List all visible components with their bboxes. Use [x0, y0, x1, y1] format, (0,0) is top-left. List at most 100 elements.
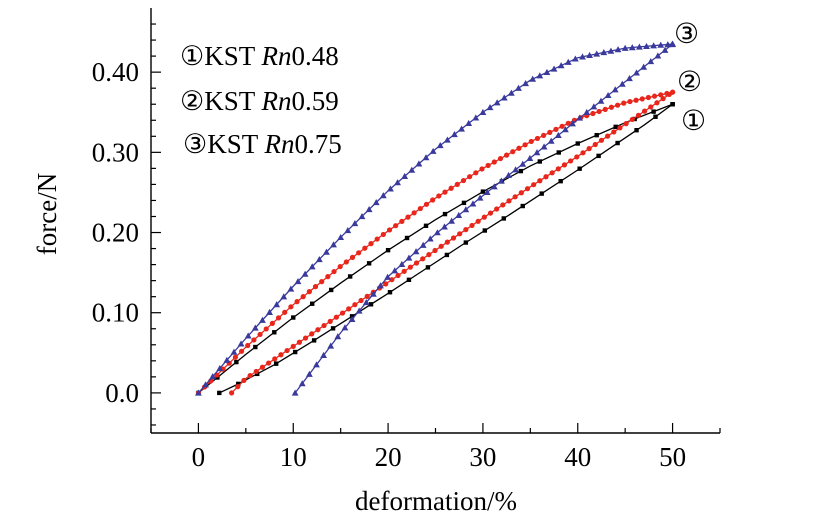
series-1-loading-point [594, 132, 599, 138]
series-2-unloading-point [426, 252, 432, 258]
series-2-loading-point [275, 315, 282, 321]
series-3-loading-point [593, 50, 601, 57]
series-3-loading-point [216, 364, 224, 372]
series-2-loading-point [417, 205, 423, 212]
series-3-unloading-point [505, 171, 512, 179]
series-2-loading-point [534, 135, 541, 142]
series-2-unloading-point [475, 218, 481, 224]
series-2-loading-point [541, 132, 547, 139]
series-2-unloading-point [500, 202, 506, 208]
series-1-unloading-point [539, 191, 544, 196]
series-3-loading-point [315, 255, 323, 263]
series-3-loading-point [657, 41, 665, 48]
series-2-unloading-point [469, 222, 475, 229]
series-3-loading-point [244, 332, 252, 339]
series-1-unloading-point [463, 240, 469, 245]
series-3-unloading-point [469, 200, 477, 207]
curve-marker-2: ② [677, 65, 702, 98]
series-2-unloading-point [315, 327, 321, 333]
series-2-loading-point [306, 289, 312, 295]
series-2-unloading-point [574, 154, 580, 160]
series-2-unloading-point [413, 260, 420, 266]
legend-entry-1-rn: Rn [261, 41, 292, 71]
series-3-loading-point [579, 53, 586, 60]
x-axis-ticks: 0 10 20 30 40 50 [150, 423, 721, 472]
series-3-unloading-point [512, 166, 520, 173]
series-2-loading-point [386, 227, 393, 233]
series-1-loading-point [575, 141, 580, 146]
series-2-loading-point [405, 214, 411, 220]
series-2-unloading-point [487, 210, 494, 216]
series-3-unloading-point [433, 229, 441, 236]
series-2-loading-point [251, 337, 257, 343]
series-2-loading-point [602, 106, 608, 112]
series-3-loading-point [308, 263, 316, 270]
series-3-loading-point [273, 301, 281, 308]
series-3-loading-point [415, 160, 423, 167]
series-2-loading-point [467, 174, 473, 180]
series-3-loading-point [621, 44, 629, 51]
series-1-unloading-point [311, 338, 317, 343]
series-2-unloading-point [290, 343, 296, 349]
series-2-loading-point [633, 97, 639, 103]
series-3-unloading-point [661, 46, 669, 53]
series-3-loading-point [408, 166, 416, 173]
series-3-unloading-point [562, 126, 569, 133]
series-1 [196, 102, 675, 396]
series-3-loading-point [259, 316, 266, 323]
series-1-loading-point [234, 359, 239, 365]
series-3-unloading-point [448, 217, 456, 224]
series-2-unloading-point [598, 137, 605, 143]
series-3-unloading-point [654, 52, 662, 59]
series-2-unloading-point [642, 108, 648, 114]
series-1-unloading-point [482, 228, 488, 233]
series-2-loading-point [423, 201, 430, 207]
series-1-loading-point [347, 274, 353, 279]
series-1-loading-point [651, 109, 656, 114]
series-3-loading-point [351, 219, 359, 227]
series-3-unloading-point [569, 120, 576, 127]
series-3-unloading-point [540, 143, 548, 150]
series-2-unloading-point [235, 384, 241, 390]
series-1-unloading-point [255, 371, 260, 377]
series-3-loading-point [429, 147, 437, 154]
series-2-loading-point [522, 142, 528, 148]
series-1-unloading-point [615, 140, 620, 146]
series-2-loading-point [282, 309, 288, 315]
series-1-unloading-point [236, 381, 241, 387]
series-3-loading-point [472, 114, 480, 121]
series-2-unloading-point [444, 239, 450, 245]
series-2-loading-point [232, 354, 239, 360]
series-2-loading-point [331, 268, 337, 275]
series-2-unloading-point [654, 100, 660, 106]
series-2-loading-point [473, 170, 479, 176]
series-1-loading-point [461, 200, 467, 206]
y-tick-label: 0.10 [92, 298, 139, 328]
series-3-loading-point [223, 356, 231, 363]
series-3-loading-point [536, 72, 544, 79]
series-2-unloading-point [524, 186, 531, 192]
series-3-loading-point [493, 99, 501, 106]
series-2-loading-point [411, 210, 417, 216]
series-2-unloading-point [339, 310, 346, 316]
series-2-unloading-point [265, 360, 272, 366]
series-3-unloading-point [669, 40, 676, 47]
series-3-loading-point [643, 42, 650, 50]
series-2-unloading-point [580, 150, 586, 156]
series-2-unloading-point [543, 174, 549, 180]
series-3-unloading-point [590, 103, 598, 110]
series-2-unloading-point [623, 121, 629, 127]
series-1-unloading-point [634, 128, 639, 133]
x-tick-label: 20 [375, 442, 402, 472]
series-1-unloading-point [330, 326, 336, 331]
y-axis-title: force/N [32, 173, 62, 255]
series-3-unloading-point [626, 74, 633, 82]
series-3-unloading-point [640, 63, 648, 70]
series-2-loading-point [257, 331, 263, 338]
series-2-unloading-point [383, 281, 389, 287]
series-2-unloading-point [463, 227, 469, 233]
series-1-loading-point [291, 315, 296, 320]
x-tick-label: 30 [469, 442, 496, 472]
legend-entry-3-rn: Rn [264, 129, 295, 159]
series-2-unloading-point [438, 243, 444, 249]
